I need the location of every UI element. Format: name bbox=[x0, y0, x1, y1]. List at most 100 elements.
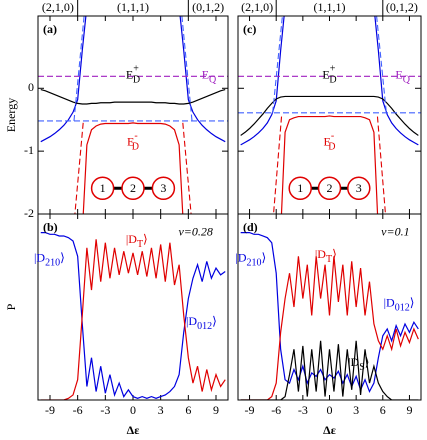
x-tick-label: 6 bbox=[185, 403, 191, 417]
annotation-sub: 012 bbox=[197, 321, 212, 332]
x-tick-label: -3 bbox=[298, 403, 308, 417]
annotation-base: E bbox=[324, 134, 331, 148]
annotation-sup: + bbox=[330, 64, 336, 75]
annotation-sub: D bbox=[133, 75, 140, 86]
plot-area bbox=[38, 16, 228, 214]
series-line bbox=[40, 239, 226, 400]
y-tick-label: -1 bbox=[24, 143, 34, 157]
region-label: (1,1,1) bbox=[314, 0, 346, 14]
series-line bbox=[40, 232, 226, 399]
x-tick-label: -3 bbox=[100, 403, 110, 417]
annotation: EQ bbox=[202, 67, 217, 86]
annotation: E-D bbox=[324, 131, 336, 153]
chain-site-label: 3 bbox=[356, 181, 362, 195]
series-line bbox=[82, 122, 184, 214]
x-tick-label: -6 bbox=[271, 403, 281, 417]
series-line bbox=[40, 16, 226, 143]
x-tick-label: 9 bbox=[406, 403, 412, 417]
annotation-sup: - bbox=[134, 131, 137, 142]
series-line bbox=[240, 232, 419, 394]
annotation-base: v=0.1 bbox=[381, 224, 409, 238]
series-line bbox=[74, 122, 84, 214]
panel-label: (b) bbox=[43, 220, 58, 234]
series-line bbox=[240, 340, 419, 400]
x-tick-label: -9 bbox=[45, 403, 55, 417]
annotation: |D210⟩ bbox=[235, 250, 266, 269]
panel-label: (d) bbox=[243, 220, 258, 234]
annotation-sub: 210 bbox=[247, 258, 262, 269]
annotation-sub: D bbox=[132, 142, 139, 153]
annotation-sub: T bbox=[326, 254, 332, 265]
series-line bbox=[240, 95, 419, 136]
series-line bbox=[272, 116, 283, 214]
annotation: |D210⟩ bbox=[34, 250, 65, 269]
annotation-sub: Q bbox=[209, 75, 217, 86]
x-axis-label: Δε bbox=[127, 423, 140, 437]
annotation: |D012⟩ bbox=[186, 314, 217, 333]
series-line bbox=[240, 16, 419, 146]
annotation-sub: S bbox=[359, 362, 365, 373]
chain-site-label: 3 bbox=[160, 181, 166, 195]
annotation: |D012⟩ bbox=[384, 295, 415, 314]
chain-site bbox=[288, 176, 312, 201]
chain-site-label: 2 bbox=[130, 181, 136, 195]
chain-site-label: 1 bbox=[297, 181, 303, 195]
annotation-base: |D bbox=[34, 250, 45, 264]
annotation-base: |D bbox=[384, 295, 395, 309]
series-line bbox=[376, 116, 387, 214]
annotation: |DS⟩ bbox=[348, 355, 369, 374]
x-tick-label: 0 bbox=[130, 403, 136, 417]
annotation-end: ⟩ bbox=[262, 250, 267, 264]
region-label: (0,1,2) bbox=[386, 0, 418, 14]
series-line bbox=[280, 115, 379, 214]
annotation-end: ⟩ bbox=[212, 314, 217, 328]
chain-site-label: 1 bbox=[100, 181, 106, 195]
panel-frame bbox=[237, 213, 422, 401]
x-tick-label: -6 bbox=[73, 403, 83, 417]
series-line bbox=[40, 88, 226, 105]
annotation: EQ bbox=[395, 67, 410, 86]
chain-site-label: 2 bbox=[327, 181, 333, 195]
annotation-end: ⟩ bbox=[332, 247, 337, 261]
chain-site bbox=[90, 176, 115, 201]
x-tick-label: -9 bbox=[245, 403, 255, 417]
series-line bbox=[240, 256, 419, 400]
annotation: E-D bbox=[127, 131, 139, 153]
annotation-sub: D bbox=[329, 75, 336, 86]
y-tick-label: 0 bbox=[28, 80, 34, 94]
x-tick-label: 6 bbox=[380, 403, 386, 417]
annotation-base: E bbox=[202, 67, 209, 81]
annotation-base: |D bbox=[186, 314, 197, 328]
y-axis-label: P bbox=[4, 303, 18, 310]
annotation-sup: - bbox=[331, 131, 334, 142]
annotation-end: ⟩ bbox=[410, 295, 415, 309]
region-label: (2,1,0) bbox=[241, 0, 273, 14]
y-tick-label: -2 bbox=[24, 206, 34, 220]
series-line bbox=[272, 16, 283, 113]
x-tick-label: 0 bbox=[327, 403, 333, 417]
annotation: |DT⟩ bbox=[126, 232, 148, 251]
annotation-base: |D bbox=[315, 247, 326, 261]
panel-label: (c) bbox=[243, 22, 256, 36]
annotation-base: E bbox=[395, 67, 402, 81]
x-axis-label: Δε bbox=[323, 423, 336, 437]
plot-area bbox=[238, 16, 421, 214]
annotation-end: ⟩ bbox=[365, 355, 370, 369]
annotation-base: |D bbox=[235, 250, 246, 264]
plot-area bbox=[240, 232, 419, 400]
annotation-end: ⟩ bbox=[60, 250, 65, 264]
chain-site bbox=[317, 176, 342, 201]
chain-site bbox=[121, 176, 145, 201]
panel-frame bbox=[37, 213, 229, 401]
region-label: (0,1,2) bbox=[192, 0, 224, 14]
annotation-base: E bbox=[126, 67, 133, 81]
series-line bbox=[376, 16, 387, 113]
annotation-base: E bbox=[322, 67, 329, 81]
annotation: |DT⟩ bbox=[315, 247, 337, 266]
annotation: v=0.1 bbox=[381, 224, 409, 238]
annotation-sub: 012 bbox=[395, 303, 410, 314]
annotation-base: |D bbox=[348, 355, 359, 369]
annotation: E+ D bbox=[126, 64, 140, 86]
annotation: v=0.28 bbox=[178, 224, 212, 238]
